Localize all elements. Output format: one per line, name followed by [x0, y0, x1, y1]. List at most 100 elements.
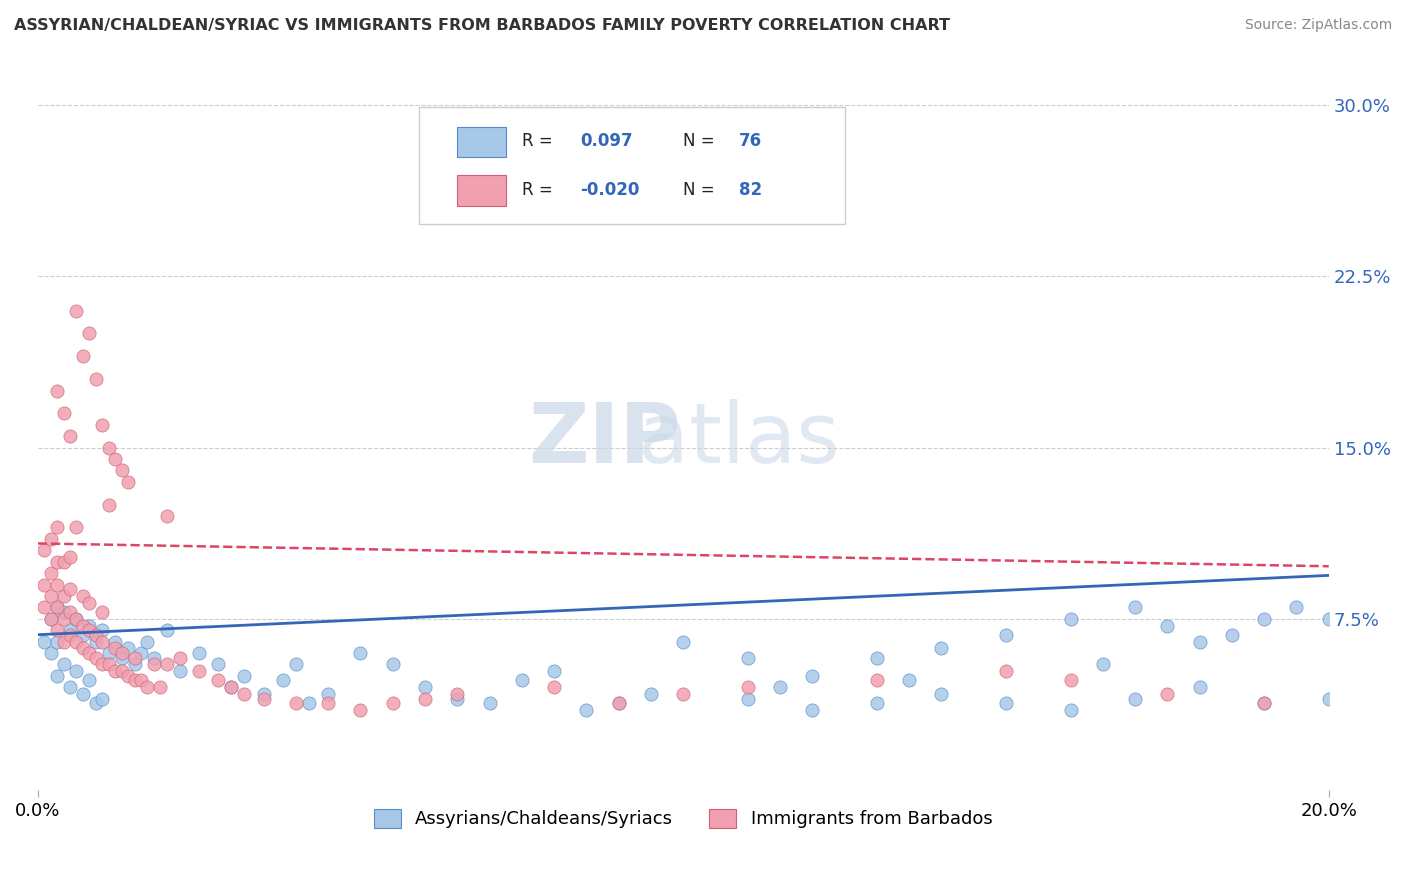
Point — [207, 657, 229, 672]
Point — [801, 669, 824, 683]
Point — [129, 673, 152, 688]
Point — [188, 646, 211, 660]
Point — [233, 669, 256, 683]
Point — [446, 691, 468, 706]
Point — [104, 641, 127, 656]
Point — [316, 696, 339, 710]
Point — [72, 349, 94, 363]
Point — [59, 605, 82, 619]
Point — [79, 673, 101, 688]
Point — [52, 657, 75, 672]
Point — [59, 582, 82, 596]
Text: 82: 82 — [738, 180, 762, 199]
Point — [65, 303, 87, 318]
Point — [1123, 691, 1146, 706]
FancyBboxPatch shape — [419, 107, 845, 224]
Text: 76: 76 — [738, 132, 762, 151]
Point — [995, 665, 1018, 679]
Point — [381, 696, 404, 710]
Point — [142, 657, 165, 672]
Point — [169, 650, 191, 665]
Point — [413, 691, 436, 706]
Point — [104, 452, 127, 467]
Point — [737, 650, 759, 665]
Point — [349, 703, 371, 717]
Point — [1091, 657, 1114, 672]
Point — [72, 687, 94, 701]
Point — [84, 628, 107, 642]
Point — [46, 600, 69, 615]
Point — [142, 650, 165, 665]
Point — [156, 509, 179, 524]
Point — [39, 612, 62, 626]
Point — [59, 429, 82, 443]
Point — [72, 618, 94, 632]
Point — [79, 646, 101, 660]
FancyBboxPatch shape — [457, 127, 506, 158]
FancyBboxPatch shape — [457, 175, 506, 206]
Point — [1059, 703, 1081, 717]
Text: atlas: atlas — [638, 399, 839, 480]
Text: 0.097: 0.097 — [579, 132, 633, 151]
Point — [39, 646, 62, 660]
Point — [640, 687, 662, 701]
Point — [39, 566, 62, 580]
Point — [253, 691, 276, 706]
Point — [46, 623, 69, 637]
Point — [156, 657, 179, 672]
Point — [607, 696, 630, 710]
Point — [59, 623, 82, 637]
Point — [1253, 696, 1275, 710]
Point — [46, 577, 69, 591]
Point — [39, 612, 62, 626]
Point — [866, 673, 889, 688]
Point — [1317, 612, 1340, 626]
Point — [233, 687, 256, 701]
Point — [46, 520, 69, 534]
Point — [221, 680, 243, 694]
Point — [59, 680, 82, 694]
Point — [46, 384, 69, 398]
Point — [1059, 612, 1081, 626]
Point — [124, 673, 146, 688]
Point — [52, 605, 75, 619]
Point — [381, 657, 404, 672]
Text: ZIP: ZIP — [529, 399, 681, 480]
Point — [1317, 691, 1340, 706]
Point — [59, 550, 82, 565]
Point — [91, 657, 114, 672]
Point — [1220, 628, 1243, 642]
Point — [91, 623, 114, 637]
Point — [110, 463, 132, 477]
Point — [316, 687, 339, 701]
Point — [79, 326, 101, 341]
Point — [1285, 600, 1308, 615]
Point — [801, 703, 824, 717]
Point — [79, 596, 101, 610]
Point — [46, 600, 69, 615]
Point — [84, 634, 107, 648]
Point — [84, 650, 107, 665]
Point — [413, 680, 436, 694]
Point — [1123, 600, 1146, 615]
Point — [672, 634, 695, 648]
Point — [446, 687, 468, 701]
Point — [65, 612, 87, 626]
Point — [253, 687, 276, 701]
Point — [284, 657, 307, 672]
Text: R =: R = — [522, 180, 558, 199]
Point — [271, 673, 294, 688]
Point — [866, 696, 889, 710]
Point — [737, 680, 759, 694]
Text: N =: N = — [683, 132, 720, 151]
Point — [931, 641, 953, 656]
Point — [575, 703, 598, 717]
Point — [46, 634, 69, 648]
Point — [104, 634, 127, 648]
Point — [510, 673, 533, 688]
Point — [32, 600, 55, 615]
Point — [769, 680, 792, 694]
Point — [59, 628, 82, 642]
Point — [97, 646, 120, 660]
Point — [72, 589, 94, 603]
